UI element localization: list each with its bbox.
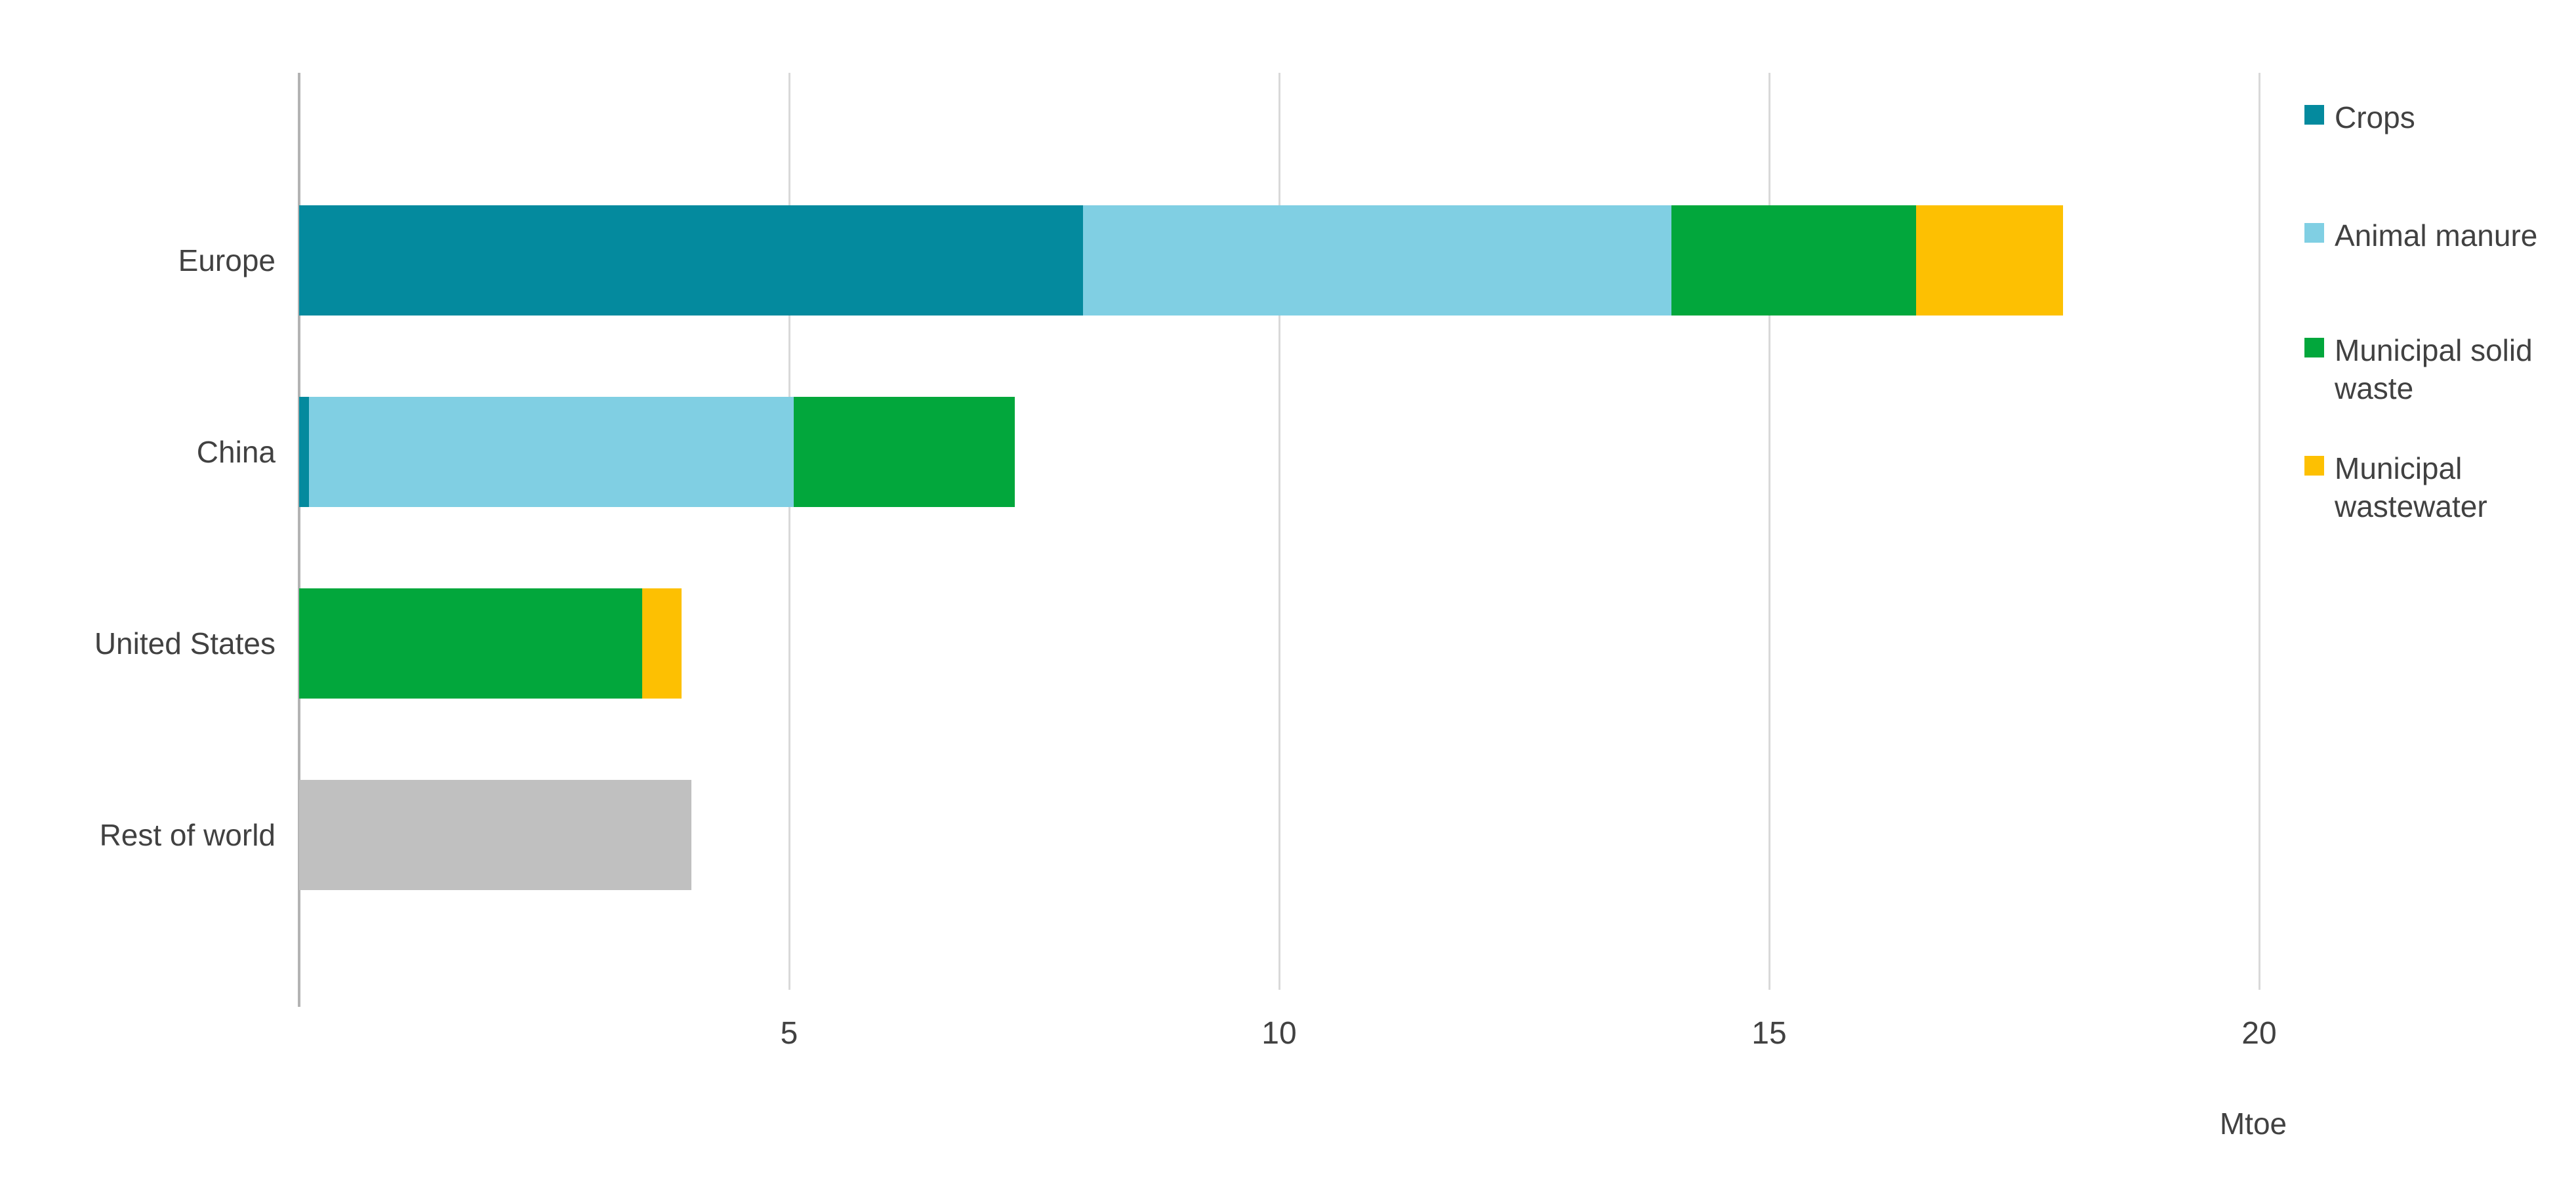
y-axis-line — [298, 73, 300, 1007]
bar-segment-crops — [299, 205, 1084, 316]
legend-item-animal-manure: Animal manure — [2304, 216, 2576, 254]
category-label-rest-of-world: Rest of world — [99, 818, 276, 852]
x-tick-label-15: 15 — [1751, 1016, 1787, 1051]
legend-label: Municipal wastewater — [2335, 451, 2487, 523]
bar-segment-animal-manure — [1083, 205, 1671, 316]
bar-segment-unlabeled — [299, 780, 691, 890]
gridline-15 — [1768, 73, 1770, 990]
gridline-20 — [2259, 73, 2260, 990]
legend-item-municipal-solid-waste: Municipal solid waste — [2304, 331, 2576, 407]
legend-item-crops: Crops — [2304, 98, 2576, 136]
x-axis-unit-label: Mtoe — [2219, 1107, 2287, 1141]
bar-segment-municipal-wastewater — [642, 588, 682, 699]
bar-segment-municipal-solid-waste — [299, 588, 642, 699]
gridline-10 — [1278, 73, 1280, 990]
legend-swatch-icon — [2304, 223, 2324, 243]
legend-label: Animal manure — [2335, 218, 2538, 253]
category-label-united-states: United States — [94, 626, 276, 661]
x-tick-label-10: 10 — [1261, 1016, 1297, 1051]
x-tick-label-20: 20 — [2241, 1016, 2277, 1051]
gridline-5 — [788, 73, 790, 990]
category-label-china: China — [196, 435, 276, 469]
bar-segment-crops — [299, 397, 309, 507]
legend-label: Municipal solid waste — [2335, 333, 2533, 405]
bar-segment-municipal-solid-waste — [794, 397, 1015, 507]
legend-swatch-icon — [2304, 105, 2324, 125]
legend-item-municipal-wastewater: Municipal wastewater — [2304, 449, 2576, 525]
legend-swatch-icon — [2304, 338, 2324, 357]
bar-segment-municipal-solid-waste — [1671, 205, 1917, 316]
legend-label: Crops — [2335, 100, 2415, 134]
category-label-europe: Europe — [178, 243, 276, 277]
bar-segment-animal-manure — [308, 397, 794, 507]
bar-segment-municipal-wastewater — [1916, 205, 2064, 316]
legend-swatch-icon — [2304, 456, 2324, 476]
x-tick-label-5: 5 — [780, 1016, 798, 1051]
